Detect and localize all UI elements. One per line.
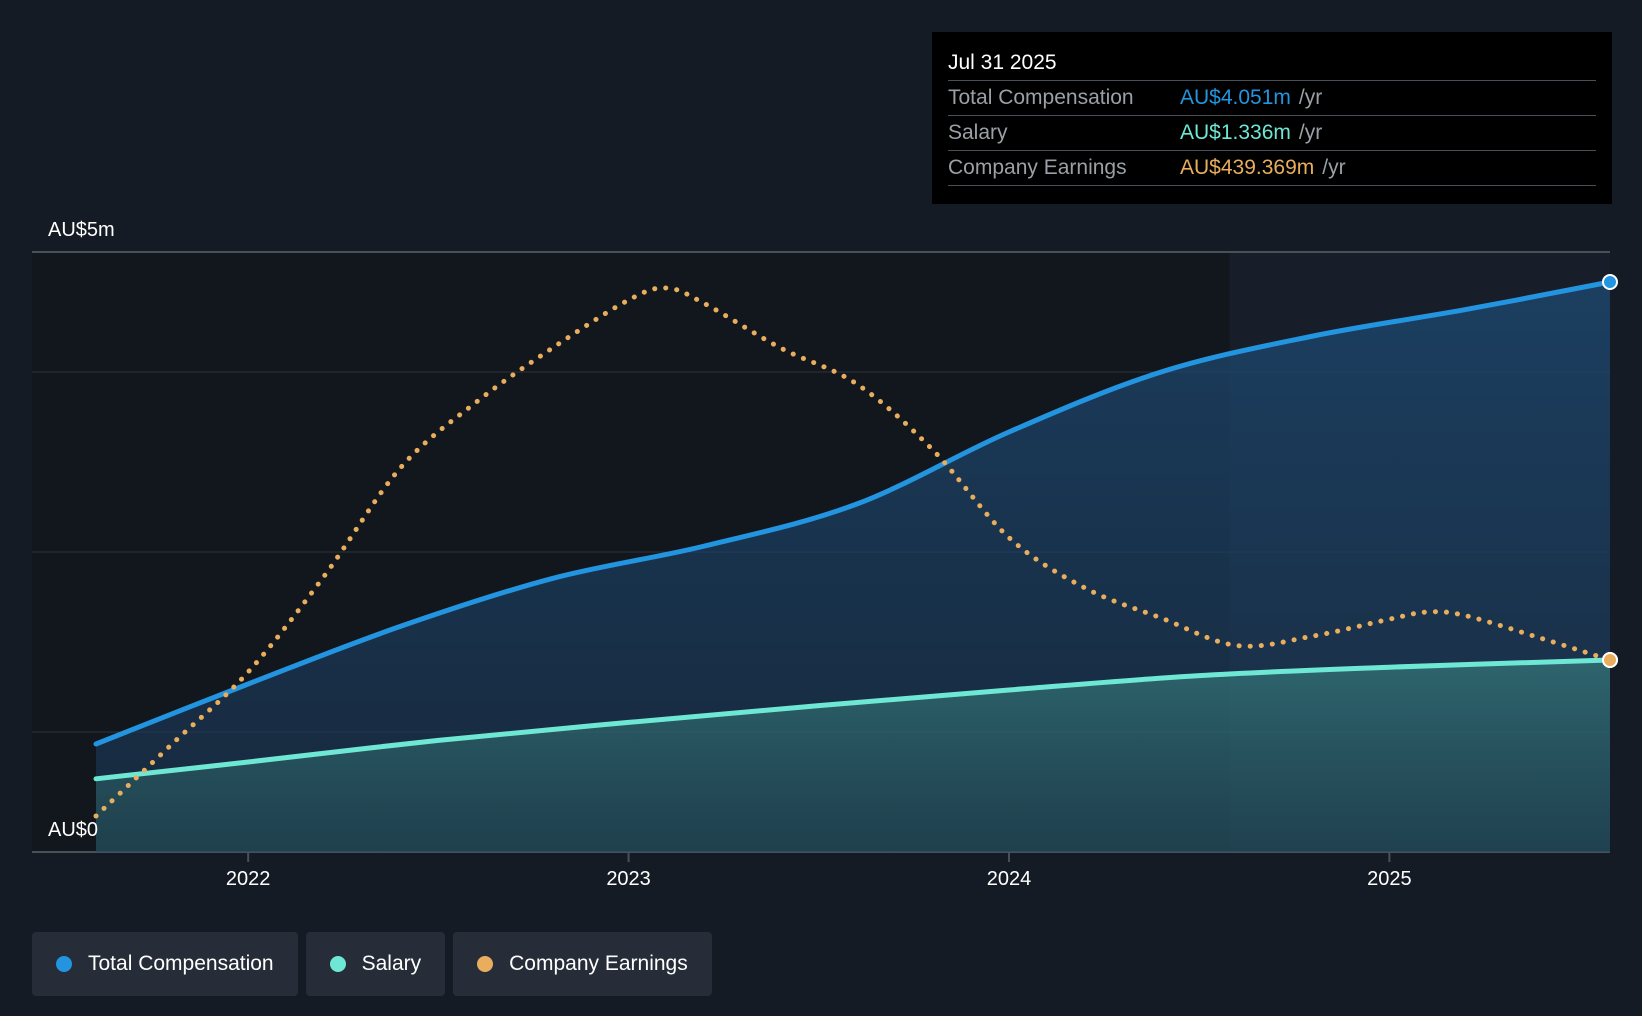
tooltip-label: Salary	[948, 121, 1008, 144]
legend-total-compensation[interactable]: Total Compensation	[32, 932, 298, 996]
company-earnings-end-marker[interactable]	[1602, 652, 1618, 668]
legend-company-earnings[interactable]: Company Earnings	[453, 932, 712, 996]
tooltip-unit: /yr	[1298, 121, 1323, 144]
x-tick-label: 2023	[606, 868, 651, 890]
tooltip-row-total: Total Compensation AU$4.051m /yr	[948, 81, 1596, 116]
y-axis-bottom-label: AU$0	[48, 819, 98, 841]
salary-area	[96, 660, 1610, 852]
total-compensation-dot-icon	[56, 956, 72, 972]
x-tick-label: 2024	[987, 868, 1032, 890]
hover-tooltip: Jul 31 2025 Total Compensation AU$4.051m…	[932, 32, 1612, 204]
legend-label: Total Compensation	[88, 952, 274, 975]
company-earnings-dot-icon	[477, 956, 494, 972]
x-tick-label: 2022	[226, 868, 271, 890]
salary-dot-icon	[329, 956, 346, 972]
tooltip-unit: /yr	[1298, 86, 1323, 109]
tooltip-row-earnings: Company Earnings AU$439.369m /yr	[948, 151, 1596, 186]
tooltip-label: Total Compensation	[948, 86, 1134, 109]
tooltip-value: AU$439.369m	[1180, 156, 1315, 179]
tooltip-value: AU$4.051m	[1180, 86, 1291, 109]
legend-salary[interactable]: Salary	[305, 932, 446, 996]
legend-label: Company Earnings	[509, 952, 688, 975]
legend-label: Salary	[361, 952, 422, 975]
salary-line	[93, 657, 1613, 782]
tooltip-date: Jul 31 2025	[948, 48, 1596, 81]
series-lines	[93, 279, 1613, 819]
y-axis-top-label: AU$5m	[48, 219, 115, 241]
tooltip-value: AU$1.336m	[1180, 121, 1291, 144]
total-compensation-end-marker[interactable]	[1602, 274, 1618, 290]
x-tick-label: 2025	[1367, 868, 1412, 890]
tooltip-row-salary: Salary AU$1.336m /yr	[948, 116, 1596, 151]
total-compensation-line	[93, 279, 1613, 747]
end-markers	[1602, 274, 1618, 668]
chart-legend: Total Compensation Salary Company Earnin…	[32, 932, 712, 996]
x-axis: 2022 2023 2024 2025	[226, 852, 1412, 890]
tooltip-unit: /yr	[1322, 156, 1346, 179]
tooltip-label: Company Earnings	[948, 156, 1127, 179]
